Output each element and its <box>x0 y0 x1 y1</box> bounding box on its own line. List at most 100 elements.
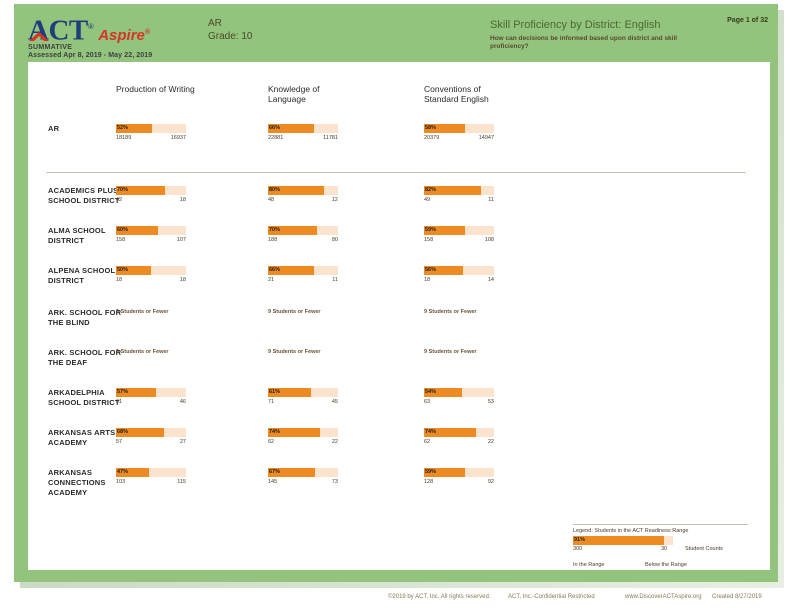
student-counts: 128 92 <box>424 479 494 489</box>
proficiency-cell: 52% 18189 16937 <box>116 124 236 150</box>
proficiency-bar-track: 52% <box>116 124 186 133</box>
column-header-1: Production of Writing <box>116 84 236 94</box>
proficiency-cell: 58% 20379 14947 <box>424 124 544 150</box>
aspire-logo-text: Aspire® <box>98 20 150 49</box>
footer-confidential: ACT, Inc.-Confidential Restricted <box>508 594 595 600</box>
proficiency-bar-track: 59% <box>424 226 494 235</box>
proficiency-cell: 74% 62 22 <box>268 428 388 454</box>
summary-row-label: AR <box>48 124 60 133</box>
legend-student-counts-label: Student Counts <box>685 546 723 552</box>
proficiency-percent-label: 74% <box>269 429 281 435</box>
footer-website[interactable]: www.DiscoverACTAspire.org <box>625 594 702 600</box>
below-range-count: 46 <box>179 399 186 405</box>
in-range-count: 63 <box>424 399 431 405</box>
district-name: ALPENA SCHOOL DISTRICT <box>48 266 116 285</box>
legend-below-range-count: 30 <box>661 546 668 552</box>
logo-wordmark-row: ACT® Aspire® <box>28 14 218 45</box>
proficiency-bar-fill <box>116 186 165 195</box>
report-body: Production of Writing Knowledge of Languag… <box>28 62 770 570</box>
below-range-count: 22 <box>331 439 338 445</box>
proficiency-percent-label: 70% <box>117 187 129 193</box>
student-counts: 22881 11781 <box>268 135 338 145</box>
proficiency-percent-label: 47% <box>117 469 129 475</box>
proficiency-bar-fill <box>424 226 466 235</box>
proficiency-bar-track: 66% <box>268 124 338 133</box>
proficiency-bar-track: 74% <box>268 428 338 437</box>
proficiency-percent-label: 70% <box>269 227 281 233</box>
proficiency-bar-fill <box>424 186 482 195</box>
proficiency-percent-label: 74% <box>425 429 437 435</box>
student-counts: 158 108 <box>424 237 494 247</box>
page-white-body <box>28 62 770 570</box>
proficiency-cell: 61% 71 45 <box>268 388 388 414</box>
state-label: AR <box>208 18 222 29</box>
proficiency-cell: 9 Students or Fewer <box>268 348 388 374</box>
below-range-count: 80 <box>331 237 338 243</box>
below-range-count: 53 <box>487 399 494 405</box>
student-counts: 71 45 <box>268 399 338 409</box>
student-counts: 57 27 <box>116 439 186 449</box>
proficiency-percent-label: 68% <box>117 429 129 435</box>
few-students-note: 9 Students or Fewer <box>424 349 477 355</box>
footer-created-date: Created 8/27/2019 <box>712 594 762 600</box>
act-swoosh-icon <box>29 31 49 41</box>
in-range-count: 158 <box>116 237 126 243</box>
proficiency-percent-label: 66% <box>269 125 281 131</box>
student-counts: 62 22 <box>424 439 494 449</box>
student-counts: 62 22 <box>268 439 338 449</box>
proficiency-percent-label: 58% <box>425 125 437 131</box>
in-range-count: 22881 <box>268 135 284 141</box>
proficiency-bar-fill <box>424 468 466 477</box>
proficiency-bar-fill <box>268 226 317 235</box>
in-range-count: 61 <box>116 399 123 405</box>
proficiency-cell: 59% 158 108 <box>424 226 544 252</box>
proficiency-cell: 56% 18 14 <box>424 266 544 292</box>
few-students-note: 9 Students or Fewer <box>268 309 321 315</box>
legend-labels-row: In the Range Below the Range <box>573 562 748 572</box>
below-range-count: 22 <box>487 439 494 445</box>
assessment-type-label: SUMMATIVE <box>28 44 73 51</box>
below-range-count: 45 <box>331 399 338 405</box>
in-range-count: 49 <box>424 197 431 203</box>
proficiency-percent-label: 52% <box>117 125 129 131</box>
legend-divider <box>573 524 748 525</box>
proficiency-bar-fill <box>268 428 320 437</box>
below-range-count: 11 <box>332 277 338 283</box>
proficiency-cell: 80% 48 12 <box>268 186 388 212</box>
student-counts: 21 11 <box>268 277 338 287</box>
proficiency-bar-fill <box>268 186 324 195</box>
proficiency-bar-track: 59% <box>424 468 494 477</box>
column-header-3: Conventions of Standard English <box>424 84 544 104</box>
student-counts: 18 14 <box>424 277 494 287</box>
proficiency-cell: 9 Students or Fewer <box>424 308 544 334</box>
legend-in-range-count: 300 <box>573 546 583 552</box>
proficiency-bar-track: 57% <box>116 388 186 397</box>
proficiency-bar-fill <box>424 266 464 275</box>
page-subtitle: How can decisions be informed based upon… <box>490 35 678 50</box>
student-counts: 18 18 <box>116 277 186 287</box>
legend-below-range-label: Below the Range <box>645 562 687 568</box>
proficiency-bar-fill <box>268 266 315 275</box>
proficiency-cell: 9 Students or Fewer <box>116 348 236 374</box>
proficiency-cell: 59% 128 92 <box>424 468 544 494</box>
below-range-count: 115 <box>177 479 186 485</box>
below-range-count: 11 <box>488 197 494 203</box>
in-range-count: 20379 <box>424 135 440 141</box>
proficiency-cell: 82% 49 11 <box>424 186 544 212</box>
district-name: ARKANSAS CONNECTIONS ACADEMY <box>48 468 106 497</box>
proficiency-bar-fill <box>116 124 153 133</box>
in-range-count: 62 <box>268 439 275 445</box>
column-headers: Production of Writing Knowledge of Languag… <box>28 84 770 114</box>
proficiency-percent-label: 60% <box>117 227 129 233</box>
few-students-note: 9 Students or Fewer <box>116 349 169 355</box>
footer-copyright: ©2019 by ACT, Inc. All rights reserved. <box>388 594 491 600</box>
below-range-count: 107 <box>176 237 186 243</box>
proficiency-bar-track: 60% <box>116 226 186 235</box>
student-counts: 145 73 <box>268 479 338 489</box>
in-range-count: 103 <box>116 479 126 485</box>
proficiency-bar-track: 80% <box>268 186 338 195</box>
report-footer: ©2019 by ACT, Inc. All rights reserved. … <box>0 594 792 608</box>
proficiency-percent-label: 67% <box>269 469 281 475</box>
legend-bar-percent: 91% <box>574 537 586 543</box>
student-counts: 103 115 <box>116 479 186 489</box>
